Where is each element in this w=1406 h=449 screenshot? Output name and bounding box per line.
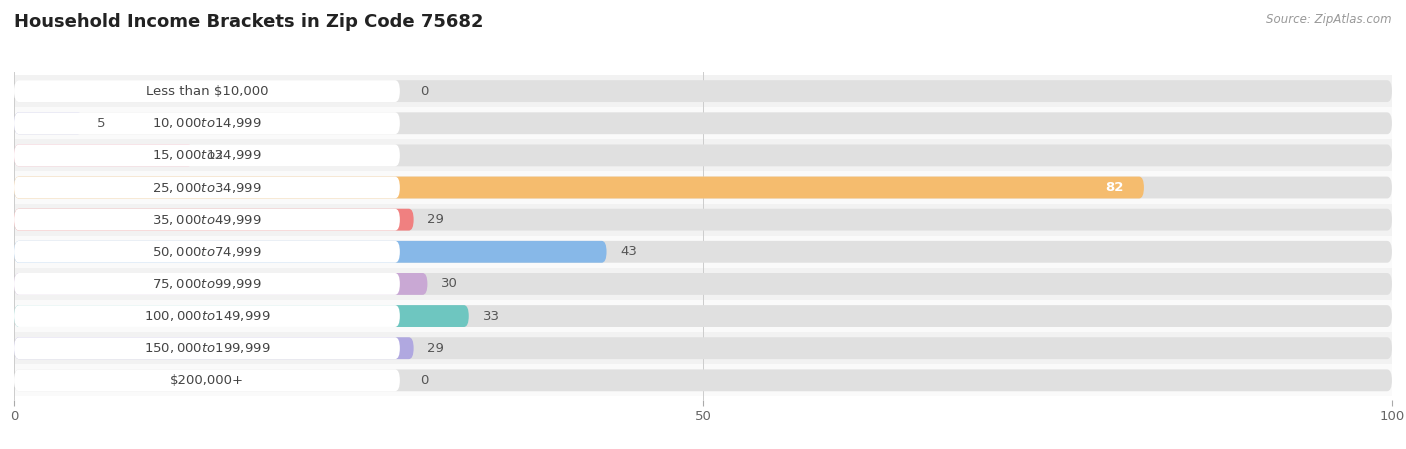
FancyBboxPatch shape	[14, 145, 1392, 166]
Bar	[14, 75, 1392, 107]
Text: $10,000 to $14,999: $10,000 to $14,999	[152, 116, 262, 130]
Bar	[14, 172, 1392, 203]
FancyBboxPatch shape	[14, 80, 399, 102]
FancyBboxPatch shape	[14, 305, 1392, 327]
FancyBboxPatch shape	[14, 305, 399, 327]
Text: 82: 82	[1105, 181, 1123, 194]
FancyBboxPatch shape	[14, 241, 399, 263]
Bar	[14, 203, 1392, 236]
FancyBboxPatch shape	[14, 80, 1392, 102]
FancyBboxPatch shape	[14, 176, 399, 198]
Bar	[14, 139, 1392, 172]
FancyBboxPatch shape	[14, 305, 468, 327]
Bar	[14, 107, 1392, 139]
Text: 0: 0	[420, 374, 429, 387]
FancyBboxPatch shape	[14, 209, 399, 231]
Text: Source: ZipAtlas.com: Source: ZipAtlas.com	[1267, 13, 1392, 26]
FancyBboxPatch shape	[14, 209, 413, 231]
Text: 29: 29	[427, 342, 444, 355]
FancyBboxPatch shape	[14, 273, 427, 295]
FancyBboxPatch shape	[14, 112, 83, 134]
Text: $100,000 to $149,999: $100,000 to $149,999	[143, 309, 270, 323]
Text: 33: 33	[482, 309, 499, 322]
FancyBboxPatch shape	[14, 370, 399, 391]
FancyBboxPatch shape	[14, 112, 399, 134]
Text: 13: 13	[207, 149, 224, 162]
Text: 30: 30	[441, 277, 458, 291]
Bar	[14, 364, 1392, 396]
Text: $150,000 to $199,999: $150,000 to $199,999	[143, 341, 270, 355]
Bar	[14, 236, 1392, 268]
Text: Less than $10,000: Less than $10,000	[146, 84, 269, 97]
FancyBboxPatch shape	[14, 337, 399, 359]
FancyBboxPatch shape	[14, 337, 413, 359]
FancyBboxPatch shape	[14, 337, 1392, 359]
FancyBboxPatch shape	[14, 176, 1392, 198]
Text: $200,000+: $200,000+	[170, 374, 245, 387]
Text: 5: 5	[97, 117, 105, 130]
FancyBboxPatch shape	[14, 209, 1392, 231]
Text: 43: 43	[620, 245, 637, 258]
FancyBboxPatch shape	[14, 176, 1144, 198]
Bar	[14, 332, 1392, 364]
Text: 29: 29	[427, 213, 444, 226]
FancyBboxPatch shape	[14, 370, 1392, 391]
Text: Household Income Brackets in Zip Code 75682: Household Income Brackets in Zip Code 75…	[14, 13, 484, 31]
Text: $35,000 to $49,999: $35,000 to $49,999	[152, 213, 262, 227]
Text: 0: 0	[420, 84, 429, 97]
Bar	[14, 268, 1392, 300]
FancyBboxPatch shape	[14, 112, 1392, 134]
FancyBboxPatch shape	[14, 273, 1392, 295]
Text: $25,000 to $34,999: $25,000 to $34,999	[152, 180, 262, 194]
FancyBboxPatch shape	[14, 241, 606, 263]
Text: $15,000 to $24,999: $15,000 to $24,999	[152, 148, 262, 163]
FancyBboxPatch shape	[14, 241, 1392, 263]
FancyBboxPatch shape	[14, 273, 399, 295]
Bar	[14, 300, 1392, 332]
FancyBboxPatch shape	[14, 145, 399, 166]
FancyBboxPatch shape	[14, 145, 193, 166]
Text: $75,000 to $99,999: $75,000 to $99,999	[152, 277, 262, 291]
Text: $50,000 to $74,999: $50,000 to $74,999	[152, 245, 262, 259]
